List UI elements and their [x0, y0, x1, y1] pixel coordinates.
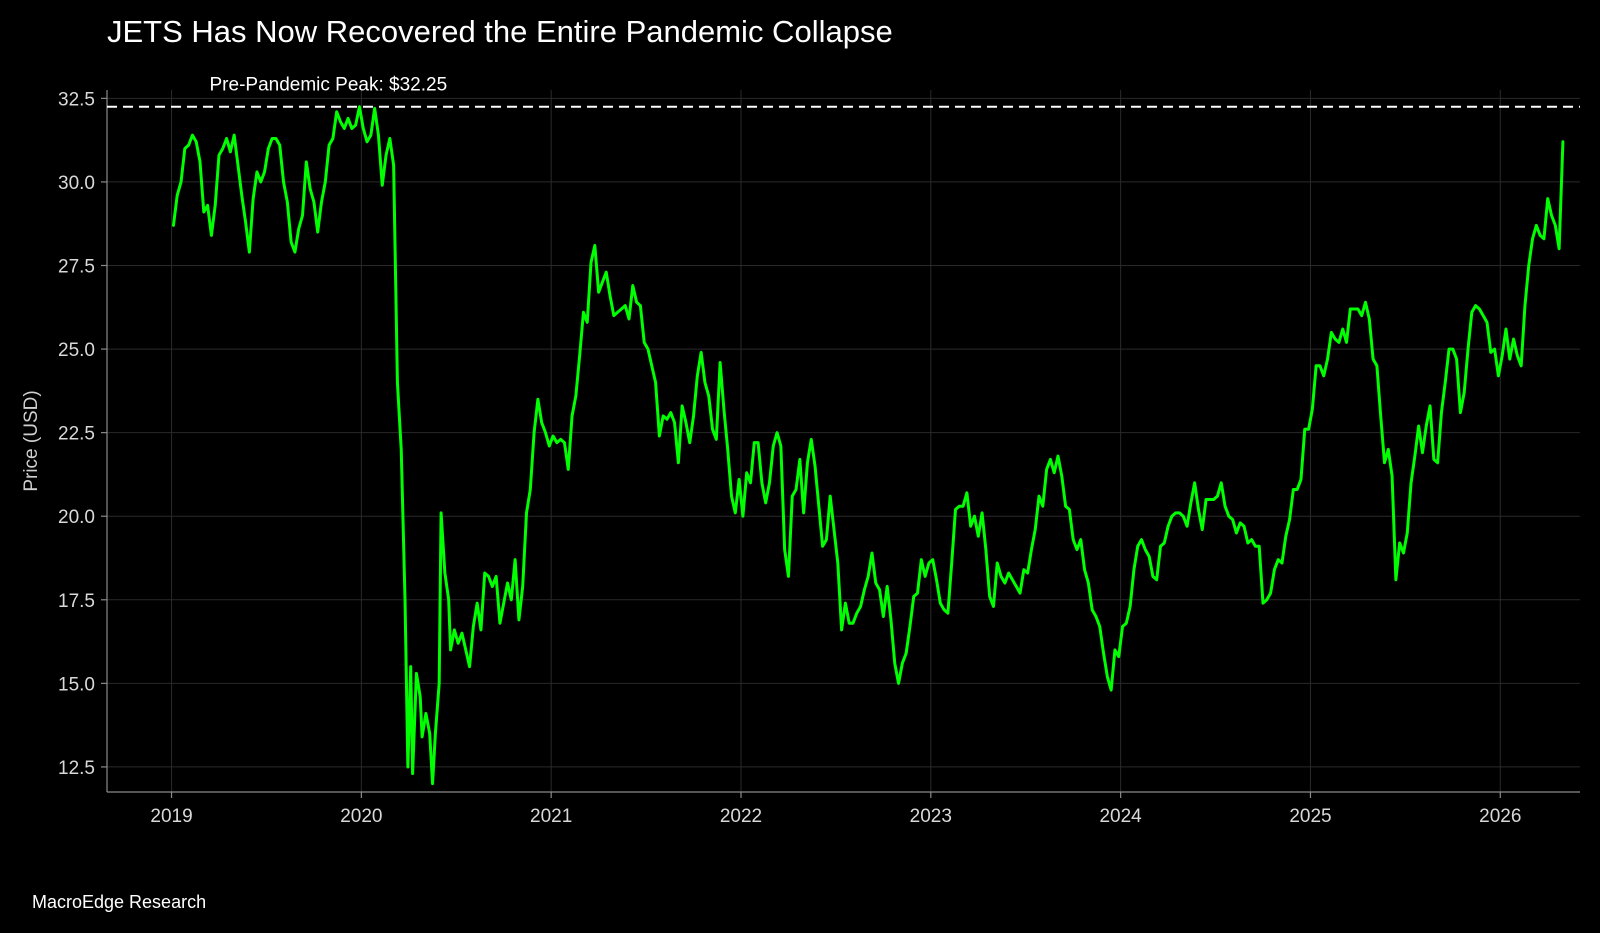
y-tick-label: 22.5 [58, 424, 95, 445]
x-tick-label: 2021 [530, 806, 572, 827]
y-tick-label: 27.5 [58, 257, 95, 278]
y-tick-label: 15.0 [58, 674, 95, 695]
chart-title: JETS Has Now Recovered the Entire Pandem… [107, 14, 893, 49]
y-tick-label: 25.0 [58, 340, 95, 361]
y-tick-label: 17.5 [58, 591, 95, 612]
x-tick-label: 2019 [150, 806, 192, 827]
axes [106, 90, 1580, 793]
x-tick-label: 2023 [910, 806, 952, 827]
reference-line-label: Pre-Pandemic Peak: $32.25 [210, 75, 448, 96]
grid-lines [107, 90, 1580, 792]
y-tick-label: 30.0 [58, 173, 95, 194]
y-axis-title: Price (USD) [21, 390, 42, 491]
y-tick-label: 12.5 [58, 758, 95, 779]
series-group [171, 105, 1565, 786]
x-tick-label: 2022 [720, 806, 762, 827]
x-tick-label: 2025 [1289, 806, 1331, 827]
x-tick-label: 2024 [1099, 806, 1142, 827]
series-line-0 [171, 105, 1565, 786]
reference-line-group: Pre-Pandemic Peak: $32.25 [107, 75, 1580, 108]
tick-labels: 12.5 15.0 17.5 20.0 22.5 25.0 27.5 30.0 32.5 2019… [58, 89, 1521, 827]
x-tick-label: 2020 [340, 806, 382, 827]
source-label: MacroEdge Research [32, 892, 207, 912]
x-tick-label: 2026 [1479, 806, 1521, 827]
y-tick-label: 32.5 [58, 89, 95, 110]
y-tick-label: 20.0 [58, 507, 95, 528]
